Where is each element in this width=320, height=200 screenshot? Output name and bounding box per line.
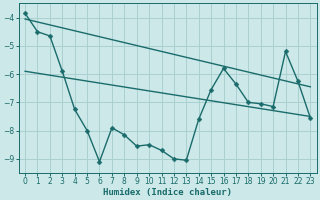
X-axis label: Humidex (Indice chaleur): Humidex (Indice chaleur)	[103, 188, 232, 197]
